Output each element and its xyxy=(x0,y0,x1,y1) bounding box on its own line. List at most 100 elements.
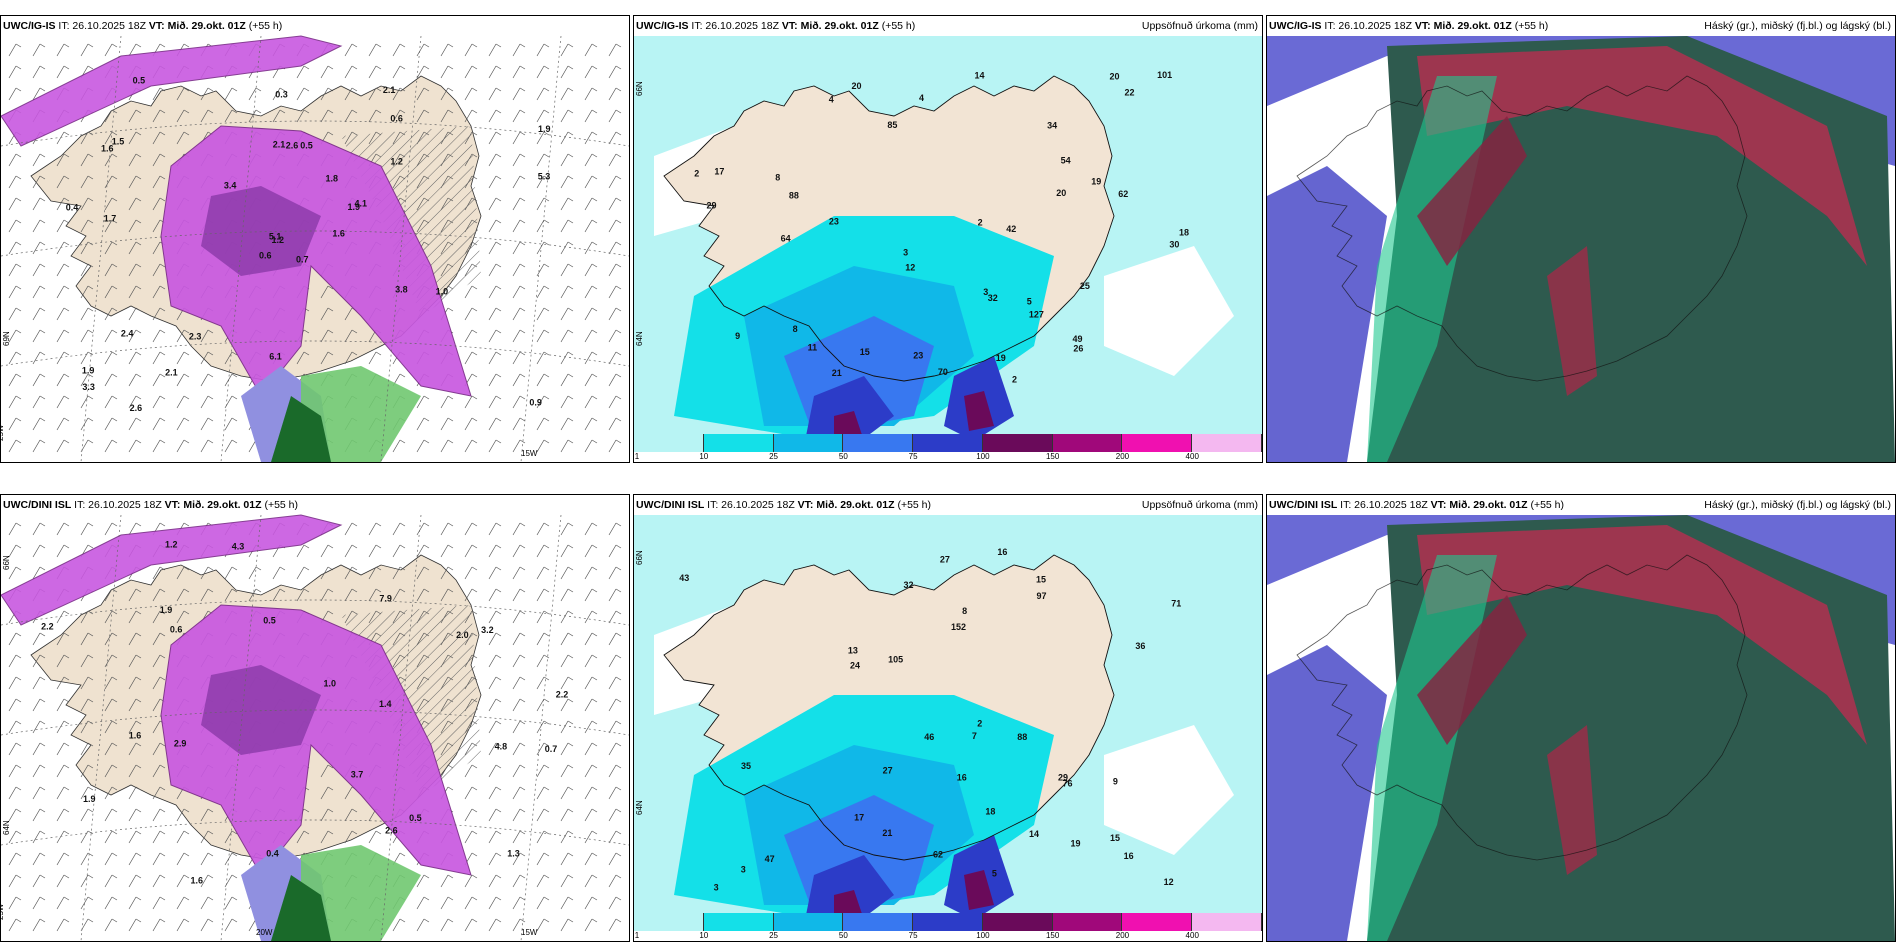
value-label: 49 xyxy=(1072,334,1082,344)
value-label: 97 xyxy=(1037,591,1047,601)
value-label: 26 xyxy=(1073,344,1083,354)
value-label: 1.6 xyxy=(129,730,142,740)
value-label: 15 xyxy=(860,347,870,357)
value-label: 0.5 xyxy=(133,76,146,86)
value-label: 29 xyxy=(1058,773,1068,783)
colorbar-tick-label: 150 xyxy=(1045,931,1060,940)
graticule xyxy=(1,35,629,462)
colorbar-tick-label: 100 xyxy=(976,452,990,461)
colorbar-segment xyxy=(703,913,774,931)
value-label: 5.1 xyxy=(269,232,282,242)
value-label: 0.9 xyxy=(529,397,542,407)
value-label: 0.4 xyxy=(66,202,79,212)
station-values: 0.7 1.6 1.2 1.9 1.9 2.3 2.1 0.5 0.6 1.6 0.5 0.9 1.7 1… xyxy=(66,76,551,413)
value-label: 0.7 xyxy=(545,744,558,754)
value-label: 2.1 xyxy=(383,85,396,95)
value-label: 1.4 xyxy=(379,699,392,709)
value-label: 54 xyxy=(1061,155,1071,165)
value-label: 1.5 xyxy=(112,136,125,146)
value-label: 1.6 xyxy=(191,875,204,885)
value-label: 1.6 xyxy=(101,143,114,153)
value-label: 13 xyxy=(848,645,858,655)
axis-label: 15W xyxy=(521,928,538,937)
axis-label: 25W xyxy=(1,903,5,920)
value-label: 7 xyxy=(972,731,977,741)
value-label: 3 xyxy=(983,287,988,297)
axis-label: 66N xyxy=(635,550,644,565)
colorbar-tick-label: 75 xyxy=(908,931,918,940)
map-canvas: 0.7 1.6 1.2 1.9 1.9 2.3 2.1 0.5 0.6 1.6 0.5 0.9 1.7 1… xyxy=(1,16,629,462)
panel-clouds-ig: UWC/IG-IS IT: 26.10.2025 18Z VT: Mið. 29… xyxy=(1266,15,1896,463)
value-label: 21 xyxy=(882,828,892,838)
colorbar-segment xyxy=(1052,913,1123,931)
colorbar-tick-label: 1 xyxy=(634,931,640,940)
value-label: 1.9 xyxy=(538,124,551,134)
value-label: 14 xyxy=(975,71,985,81)
value-label: 4.1 xyxy=(355,199,368,209)
value-label: 36 xyxy=(1135,641,1145,651)
value-label: 152 xyxy=(951,622,966,632)
colorbar-tick-label: 400 xyxy=(1185,452,1199,461)
value-label: 20 xyxy=(851,81,861,91)
colorbar-tick-label: 200 xyxy=(1115,931,1130,940)
value-label: 3 xyxy=(741,864,746,874)
value-label: 2.9 xyxy=(174,738,187,748)
colorbar-tick-label: 25 xyxy=(769,931,778,940)
value-label: 1.2 xyxy=(271,235,284,245)
colorbar-segment xyxy=(982,434,1053,452)
colorbar-tick-label: 150 xyxy=(1045,452,1060,461)
value-label: 1.7 xyxy=(104,213,117,223)
value-label: 1.0 xyxy=(324,678,337,688)
value-label: 5 xyxy=(992,868,997,878)
colorbar-tick-label: 400 xyxy=(1185,931,1199,940)
value-label: 8 xyxy=(962,606,967,616)
value-label: 23 xyxy=(829,217,839,227)
colorbar-segment xyxy=(773,434,844,452)
value-label: 46 xyxy=(924,732,934,742)
colorbar-segment xyxy=(1192,434,1262,452)
value-label: 4 xyxy=(829,94,834,104)
value-label: 18 xyxy=(985,807,995,817)
value-label: 9 xyxy=(1113,777,1118,787)
field-label: Uppsöfnuð úrkoma (mm) xyxy=(1141,499,1258,511)
colorbar-segment xyxy=(1122,913,1193,931)
value-label: 1.9 xyxy=(160,605,173,615)
value-label: 4 xyxy=(919,93,924,103)
map-canvas xyxy=(1267,515,1895,941)
value-label: 2.2 xyxy=(41,622,54,632)
value-label: 88 xyxy=(1017,732,1027,742)
value-label: 5 xyxy=(1027,297,1032,307)
colorbar-tick-label: 100 xyxy=(976,931,990,940)
value-label: 27 xyxy=(940,554,950,564)
value-label: 1.0 xyxy=(436,286,449,296)
value-label: 2.6 xyxy=(130,403,143,413)
colorbar-segment xyxy=(1122,434,1193,452)
field-label: Uppsöfnuð úrkoma (mm) xyxy=(1141,20,1258,32)
value-label: 3.2 xyxy=(481,625,494,635)
panel-header: UWC/DINI ISL IT: 26.10.2025 18Z VT: Mið.… xyxy=(1269,499,1565,511)
value-label: 3.3 xyxy=(82,382,95,392)
value-label: 20 xyxy=(1110,71,1120,81)
map-canvas: 3921632161515191712242127141329354671434… xyxy=(634,515,1262,925)
value-label: 25 xyxy=(1080,281,1090,291)
colorbar-segment xyxy=(634,913,704,931)
value-label: 0.5 xyxy=(409,813,422,823)
value-label: 0.6 xyxy=(259,251,272,261)
value-label: 23 xyxy=(913,350,923,360)
value-label: 64 xyxy=(781,234,791,244)
precip-colorbar xyxy=(634,434,1262,452)
value-label: 88 xyxy=(789,190,799,200)
colorbar-segment xyxy=(703,434,774,452)
panel-wind-precip-ig: UWC/IG-IS IT: 26.10.2025 18Z VT: Mið. 29… xyxy=(0,15,630,463)
value-label: 76 xyxy=(1062,778,1072,788)
colorbar-segment xyxy=(913,913,983,931)
value-label: 0.7 xyxy=(296,254,309,264)
value-label: 85 xyxy=(887,120,897,130)
value-label: 11 xyxy=(808,342,818,352)
value-label: 2.6 xyxy=(385,825,398,835)
panel-wind-precip-dini: UWC/DINI ISL IT: 26.10.2025 18Z VT: Mið.… xyxy=(0,494,630,942)
axis-label: 20W xyxy=(256,928,273,937)
value-label: 0.3 xyxy=(275,90,288,100)
value-label: 43 xyxy=(679,573,689,583)
